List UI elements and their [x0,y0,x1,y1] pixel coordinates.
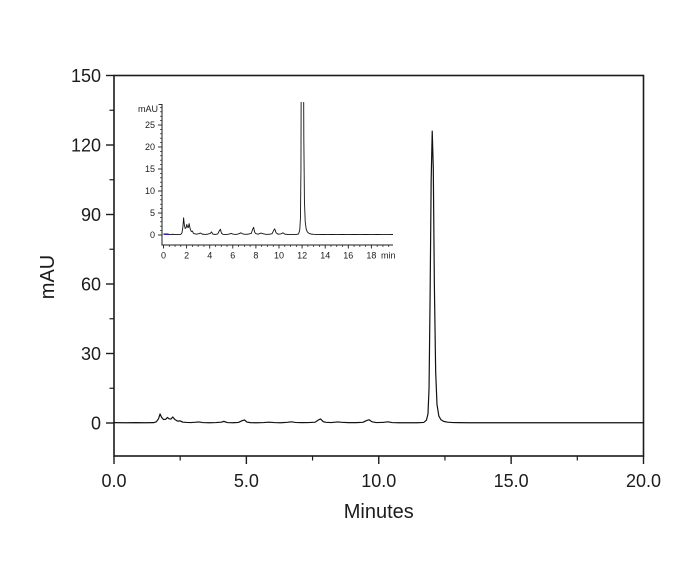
inset-x-unit-label: min [381,251,396,261]
plot-frame [113,74,645,457]
inset-x-tick-label: 8 [253,251,258,261]
inset-x-tick-label: 14 [320,251,330,261]
x-axis-title: Minutes [344,501,414,523]
chromatogram-curve [113,130,645,424]
inset-y-tick-label: 20 [145,142,155,152]
x-tick-label: 15.0 [494,471,529,491]
y-tick-label: 0 [91,413,101,433]
inset-trace [163,102,393,236]
x-tick-label: 10.0 [361,471,396,491]
main-trace [113,130,645,424]
inset-y-tick-label: 10 [145,186,155,196]
y-axis-title: mAU [37,255,59,299]
x-tick-label: 5.0 [234,471,259,491]
y-tick-label: 150 [71,66,101,86]
y-tick-label: 60 [81,274,101,294]
inset-y-tick-label: 0 [150,230,155,240]
inset-x-tick-label: 16 [343,251,353,261]
inset-x-tick-label: 18 [366,251,376,261]
inset-x-tick-label: 4 [207,251,212,261]
inset-x-tick-label: 0 [161,251,166,261]
inset-x-tick-label: 2 [184,251,189,261]
y-tick-label: 120 [71,135,101,155]
x-tick-label: 20.0 [626,471,661,491]
inset-y-tick-label: 5 [150,208,155,218]
inset-x-tick-label: 6 [230,251,235,261]
inset-y-tick-label: 15 [145,164,155,174]
y-tick-label: 30 [81,344,101,364]
inset-y-axis-title: mAU [138,104,158,114]
inset-axes: 0 5 10 15 20 25 0 2 4 6 8 10 12 14 16 18 [145,104,393,261]
inset-chromatogram-curve [163,102,393,236]
x-tick-label: 0.0 [101,471,126,491]
y-tick-label: 90 [81,205,101,225]
inset-x-tick-label: 12 [297,251,307,261]
inset-y-tick-label: 25 [145,120,155,130]
inset-plot: 0 5 10 15 20 25 0 2 4 6 8 10 12 14 16 18 mAU min [138,102,396,261]
inset-x-tick-label: 10 [274,251,284,261]
